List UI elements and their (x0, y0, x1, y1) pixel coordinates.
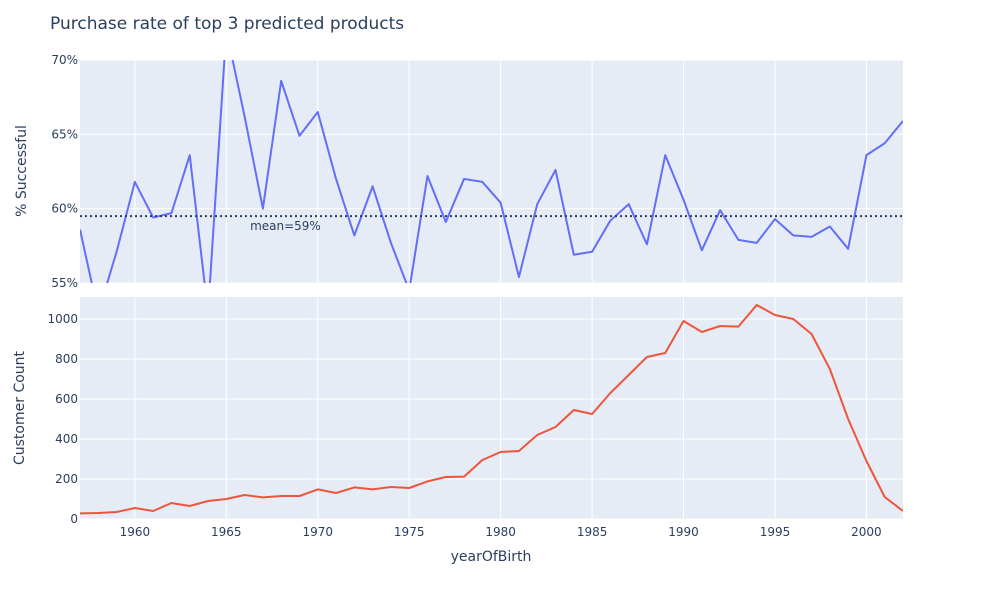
y-tick-label-bottom: 800 (55, 352, 78, 366)
x-tick-label: 1970 (302, 525, 333, 539)
series-line-top (80, 60, 903, 283)
x-tick-label: 1995 (760, 525, 791, 539)
x-tick-label: 1965 (211, 525, 242, 539)
y-tick-label-top: 55% (51, 276, 78, 290)
x-tick-label: 1975 (394, 525, 425, 539)
y-tick-label-bottom: 0 (70, 512, 78, 526)
y-tick-label-top: 60% (51, 202, 78, 216)
y-axis-title-bottom: Customer Count (12, 350, 28, 465)
x-tick-label: 2000 (851, 525, 882, 539)
panel-purchase-rate: mean=59% 55% 60% 65% 70% % Successful (14, 53, 903, 290)
y-axis-title-top: % Successful (14, 125, 30, 217)
chart-title: Purchase rate of top 3 predicted product… (50, 14, 404, 34)
series-line-bottom (80, 304, 903, 515)
y-tick-label-bottom: 1000 (47, 312, 78, 326)
x-tick-label: 1985 (577, 525, 608, 539)
panel-customer-count: 0 200 400 600 800 1000 Customer Count (12, 297, 903, 526)
x-tick-label: 1990 (668, 525, 699, 539)
x-tick-label: 1960 (120, 525, 151, 539)
y-tick-label-bottom: 400 (55, 432, 78, 446)
mean-annotation: mean=59% (250, 219, 321, 233)
y-tick-label-bottom: 600 (55, 392, 78, 406)
x-tick-label: 1980 (485, 525, 516, 539)
plot-area-bottom (80, 297, 903, 519)
y-tick-label-top: 70% (51, 53, 78, 67)
x-axis-title: yearOfBirth (451, 549, 532, 565)
y-tick-label-bottom: 200 (55, 472, 78, 486)
y-tick-label-top: 65% (51, 127, 78, 141)
plot-area-top (80, 60, 903, 283)
